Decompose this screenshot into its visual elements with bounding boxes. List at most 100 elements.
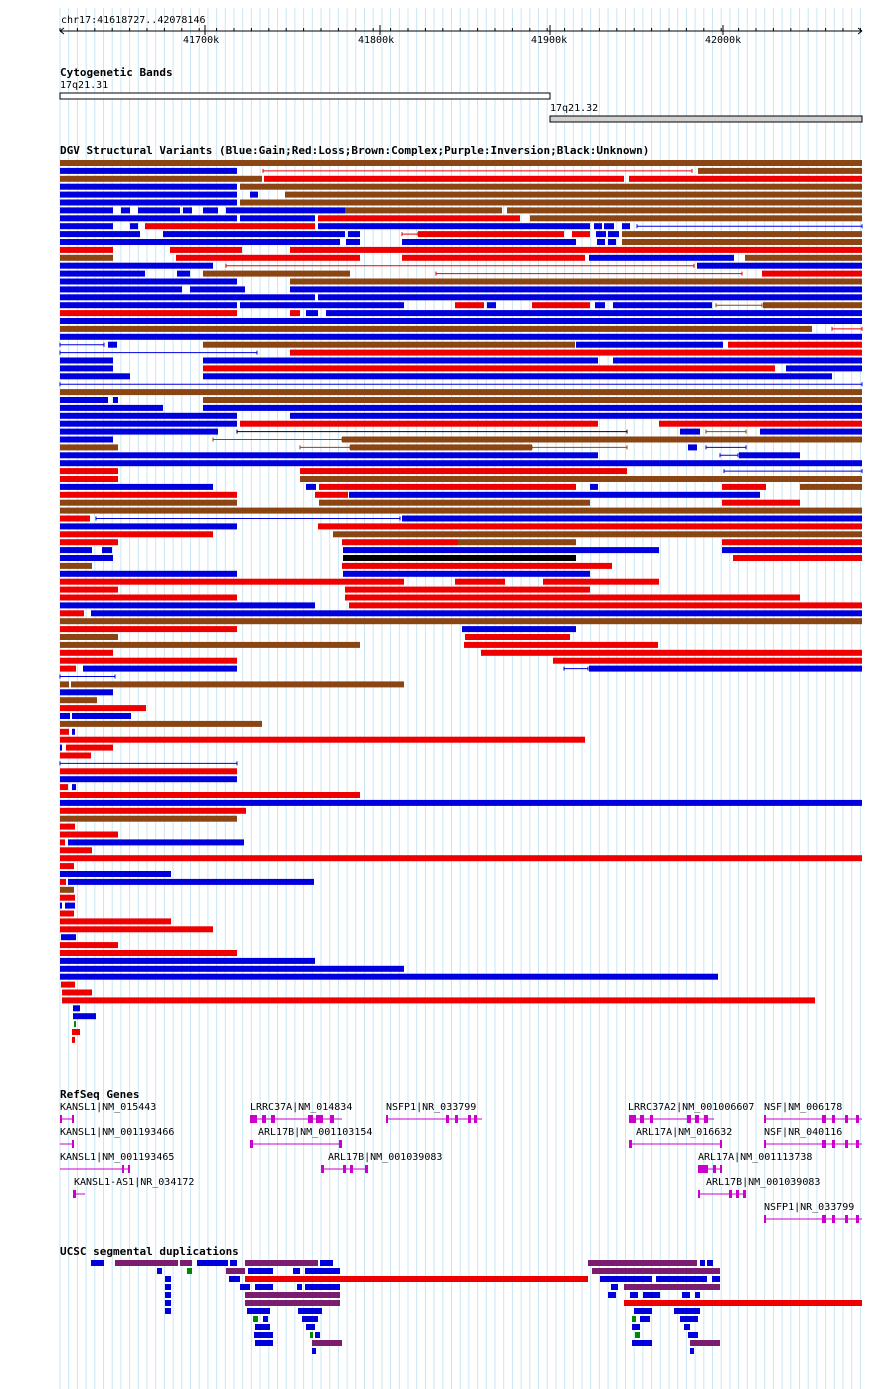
- sv-variant[interactable]: [315, 491, 348, 498]
- gene-lrrc37a-nm-014834-exon[interactable]: [271, 1115, 275, 1123]
- segdup-feature[interactable]: [680, 1316, 698, 1322]
- gene-arl17b-nm-001039083-b-exon[interactable]: [743, 1190, 746, 1198]
- sv-variant[interactable]: [629, 175, 862, 182]
- sv-variant[interactable]: [108, 341, 117, 348]
- cytoband-track-title[interactable]: Cytogenetic Bands: [60, 66, 173, 79]
- sv-variant[interactable]: [60, 736, 585, 743]
- segdup-feature[interactable]: [255, 1340, 273, 1346]
- sv-variant[interactable]: [72, 784, 76, 791]
- segdup-feature[interactable]: [297, 1284, 302, 1290]
- sv-variant[interactable]: [60, 657, 237, 664]
- segdup-feature[interactable]: [688, 1332, 698, 1338]
- sv-variant[interactable]: [74, 1021, 76, 1028]
- segdup-feature[interactable]: [165, 1292, 171, 1298]
- segdup-feature[interactable]: [263, 1316, 268, 1322]
- segdup-feature[interactable]: [298, 1308, 322, 1314]
- gene-label-arl17b-nm-001103154[interactable]: ARL17B|NM_001103154: [258, 1127, 373, 1138]
- sv-variant[interactable]: [60, 318, 862, 324]
- sv-variant[interactable]: [60, 333, 862, 340]
- gene-label-arl17a-nm-001113738[interactable]: ARL17A|NM_001113738: [698, 1152, 813, 1163]
- gene-kansl1-nm-001193466-exon[interactable]: [72, 1140, 74, 1148]
- sv-variant[interactable]: [83, 665, 237, 672]
- segdup-feature[interactable]: [305, 1284, 340, 1290]
- segdup-feature[interactable]: [312, 1340, 342, 1346]
- sv-variant[interactable]: [543, 578, 659, 585]
- gene-nsfp1-nr-033799-b-exon[interactable]: [764, 1215, 766, 1223]
- sv-variant[interactable]: [290, 412, 862, 419]
- sv-variant[interactable]: [345, 207, 502, 214]
- dgv-track-title[interactable]: DGV Structural Variants (Blue:Gain;Red:L…: [60, 144, 650, 157]
- sv-variant[interactable]: [60, 460, 862, 467]
- segdup-feature[interactable]: [240, 1284, 250, 1290]
- sv-variant[interactable]: [60, 239, 340, 245]
- sv-variant[interactable]: [60, 697, 97, 704]
- gene-kansl1-nm-015443-exon[interactable]: [72, 1115, 74, 1123]
- gene-nsfp1-nr-033799-b-exon[interactable]: [822, 1215, 826, 1223]
- sv-variant[interactable]: [343, 570, 590, 577]
- sv-variant[interactable]: [60, 728, 69, 735]
- sv-variant[interactable]: [722, 547, 862, 554]
- sv-variant[interactable]: [306, 483, 316, 490]
- sv-variant[interactable]: [203, 357, 598, 364]
- gene-arl17a-nm-001113738-exon[interactable]: [713, 1165, 716, 1173]
- segdup-feature[interactable]: [682, 1292, 690, 1298]
- sv-variant[interactable]: [60, 713, 70, 719]
- sv-variant[interactable]: [507, 207, 862, 214]
- sv-variant[interactable]: [342, 539, 458, 546]
- sv-variant[interactable]: [680, 428, 700, 435]
- segdup-feature[interactable]: [690, 1348, 694, 1354]
- segdup-feature[interactable]: [592, 1268, 720, 1274]
- sv-variant[interactable]: [163, 231, 345, 238]
- sv-variant[interactable]: [72, 1036, 75, 1043]
- gene-lrrc37a-nm-014834-exon[interactable]: [262, 1115, 266, 1123]
- gene-nsf-nr-040116-exon[interactable]: [832, 1140, 835, 1148]
- sv-variant[interactable]: [60, 871, 171, 877]
- sv-variant[interactable]: [72, 713, 131, 719]
- sv-variant[interactable]: [604, 223, 614, 230]
- sv-variant[interactable]: [60, 191, 237, 198]
- sv-variant[interactable]: [60, 207, 113, 214]
- sv-variant[interactable]: [698, 167, 862, 174]
- sv-variant[interactable]: [306, 310, 318, 317]
- gene-kansl1-nm-015443-exon[interactable]: [60, 1115, 62, 1123]
- sv-variant[interactable]: [60, 404, 163, 411]
- sv-variant[interactable]: [622, 231, 862, 238]
- sv-variant[interactable]: [60, 420, 237, 427]
- sv-variant[interactable]: [203, 341, 575, 348]
- gene-lrrc37a-nm-014834-exon[interactable]: [250, 1115, 257, 1123]
- cytoband-label-17q21-32[interactable]: 17q21.32: [550, 103, 599, 114]
- sv-variant[interactable]: [458, 539, 576, 546]
- gene-kansl1-nm-001193465-exon[interactable]: [128, 1165, 130, 1173]
- sv-variant[interactable]: [343, 547, 659, 554]
- sv-variant[interactable]: [73, 1005, 80, 1012]
- segdup-feature[interactable]: [630, 1292, 638, 1298]
- gene-nsfp1-nr-033799-exon[interactable]: [386, 1115, 388, 1123]
- sv-variant[interactable]: [300, 476, 862, 482]
- sv-variant[interactable]: [60, 523, 237, 530]
- sv-variant[interactable]: [60, 223, 113, 230]
- sv-variant[interactable]: [60, 815, 237, 822]
- segdup-feature[interactable]: [632, 1340, 652, 1346]
- sv-variant[interactable]: [62, 997, 815, 1004]
- sv-variant[interactable]: [326, 310, 862, 317]
- sv-variant[interactable]: [176, 254, 360, 261]
- sv-variant[interactable]: [68, 878, 314, 885]
- segdup-feature[interactable]: [690, 1340, 720, 1346]
- cytoband-17q21-32[interactable]: [549, 115, 863, 123]
- sv-variant[interactable]: [60, 705, 146, 712]
- sv-variant[interactable]: [60, 199, 237, 206]
- sv-variant[interactable]: [60, 412, 237, 419]
- sv-variant[interactable]: [60, 507, 862, 514]
- sv-variant[interactable]: [60, 183, 237, 190]
- sv-variant[interactable]: [60, 799, 862, 806]
- gene-label-kansl1-nm-015443[interactable]: KANSL1|NM_015443: [60, 1102, 157, 1113]
- sv-variant[interactable]: [418, 231, 564, 238]
- sv-variant[interactable]: [240, 302, 404, 309]
- sv-variant[interactable]: [60, 515, 90, 522]
- sv-variant[interactable]: [290, 349, 862, 356]
- sv-variant[interactable]: [60, 373, 130, 380]
- sv-variant[interactable]: [589, 254, 734, 261]
- sv-variant[interactable]: [319, 499, 590, 506]
- segdup-feature[interactable]: [226, 1268, 245, 1274]
- sv-variant[interactable]: [60, 618, 862, 625]
